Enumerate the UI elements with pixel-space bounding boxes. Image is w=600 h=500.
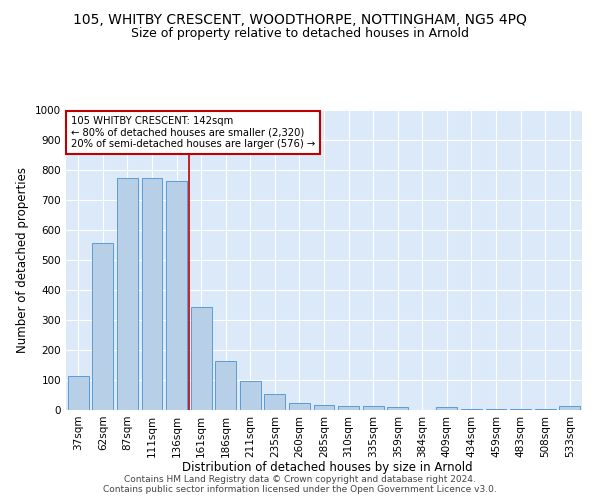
Bar: [265, 394, 286, 410]
Text: Size of property relative to detached houses in Arnold: Size of property relative to detached ho…: [131, 28, 469, 40]
Bar: [92, 242, 113, 410]
Bar: [338, 406, 359, 410]
Bar: [142, 178, 163, 410]
Bar: [436, 407, 457, 410]
Bar: [240, 380, 261, 410]
Bar: [191, 306, 212, 410]
Bar: [362, 406, 383, 410]
Bar: [215, 361, 236, 410]
Text: 105, WHITBY CRESCENT, WOODTHORPE, NOTTINGHAM, NG5 4PQ: 105, WHITBY CRESCENT, WOODTHORPE, NOTTIN…: [73, 12, 527, 26]
Bar: [314, 404, 334, 410]
Bar: [559, 406, 580, 410]
Bar: [166, 182, 187, 410]
Text: Contains HM Land Registry data © Crown copyright and database right 2024.
Contai: Contains HM Land Registry data © Crown c…: [103, 474, 497, 494]
Bar: [289, 404, 310, 410]
Bar: [68, 376, 89, 410]
Text: 105 WHITBY CRESCENT: 142sqm
← 80% of detached houses are smaller (2,320)
20% of : 105 WHITBY CRESCENT: 142sqm ← 80% of det…: [71, 116, 316, 149]
Text: Distribution of detached houses by size in Arnold: Distribution of detached houses by size …: [182, 461, 472, 474]
Bar: [387, 407, 408, 410]
Y-axis label: Number of detached properties: Number of detached properties: [16, 167, 29, 353]
Bar: [117, 178, 138, 410]
